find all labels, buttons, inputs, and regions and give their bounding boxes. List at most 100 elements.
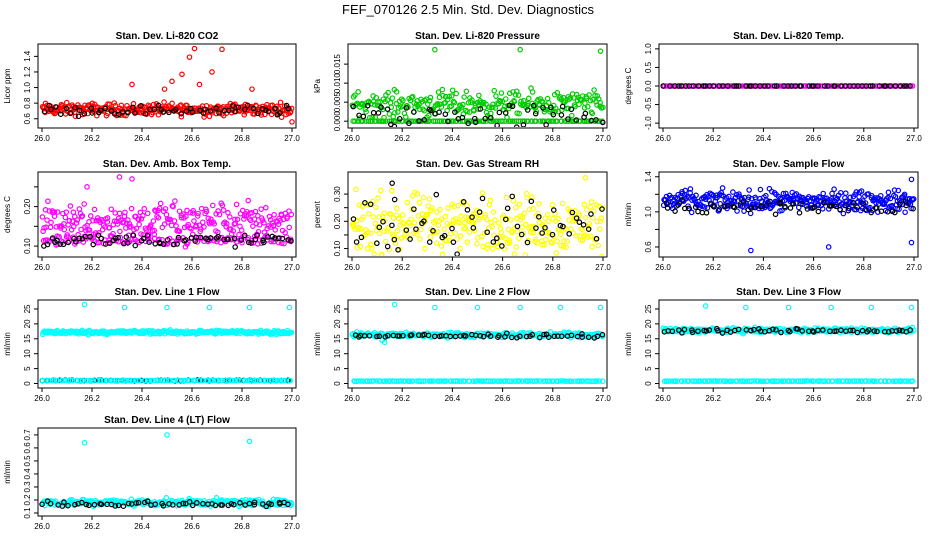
data-point [366, 332, 373, 339]
data-point [799, 328, 806, 334]
data-point [65, 502, 71, 509]
data-point [142, 111, 149, 117]
data-point [557, 304, 564, 311]
data-point [479, 195, 486, 202]
data-point [403, 227, 410, 233]
data-point [61, 226, 68, 233]
data-point [251, 216, 258, 222]
x-tick-label: 26.6 [495, 394, 511, 403]
data-point [447, 230, 454, 237]
data-point [901, 191, 908, 198]
data-point [116, 111, 122, 118]
data-point [89, 110, 95, 116]
data-point [508, 378, 515, 385]
data-point [496, 109, 503, 116]
x-tick-label: 26.2 [705, 134, 721, 143]
data-point [872, 83, 879, 89]
data-point [209, 202, 216, 209]
y-axis-label: ml/min [3, 460, 12, 484]
data-points [349, 46, 606, 127]
data-point [716, 206, 723, 213]
data-point [41, 108, 48, 115]
data-point [454, 251, 460, 256]
data-point [582, 174, 589, 181]
data-points [660, 83, 916, 89]
data-point [532, 110, 539, 117]
data-point [536, 200, 542, 207]
data-point [845, 207, 852, 214]
data-point [94, 377, 101, 384]
data-point [901, 83, 907, 89]
data-point [460, 111, 467, 117]
data-point [60, 241, 67, 248]
data-point [87, 233, 93, 240]
data-point [414, 231, 420, 237]
data-point [72, 104, 78, 111]
data-point [270, 222, 277, 229]
data-point [97, 377, 104, 384]
data-point [860, 200, 866, 207]
data-point [869, 378, 875, 384]
data-point [420, 378, 427, 384]
data-point [445, 205, 451, 211]
data-point [449, 87, 456, 94]
data-point [539, 241, 546, 248]
data-point [48, 219, 54, 226]
data-point [288, 237, 294, 244]
data-point [529, 194, 535, 200]
data-point [406, 120, 412, 127]
data-point [469, 97, 475, 103]
data-point [144, 210, 151, 217]
x-tick-label: 26.8 [545, 134, 561, 143]
data-points [39, 432, 295, 510]
data-point [545, 334, 552, 341]
plot-title: Stan. Dev. Sample Flow [733, 159, 845, 170]
data-point [216, 110, 222, 116]
data-point [514, 228, 521, 235]
data-point [279, 235, 286, 242]
data-point [258, 206, 264, 212]
data-point [195, 210, 201, 217]
data-point [798, 83, 804, 89]
data-point [452, 109, 458, 115]
data-point [796, 209, 803, 216]
data-point [492, 217, 498, 223]
data-point [230, 103, 236, 109]
data-point [374, 333, 380, 340]
data-point [591, 87, 597, 93]
data-point [663, 83, 670, 89]
data-point [491, 87, 498, 94]
data-point [582, 110, 589, 117]
x-tick-label: 26.2 [705, 394, 721, 403]
data-point [847, 327, 854, 334]
data-point [545, 218, 552, 225]
data-point [544, 95, 551, 102]
data-point [180, 500, 186, 507]
data-point [539, 230, 546, 236]
data-point [188, 226, 195, 232]
data-point [363, 109, 369, 115]
data-point [398, 378, 405, 384]
data-point [553, 250, 560, 256]
data-point [533, 225, 539, 231]
data-point [286, 304, 293, 311]
data-point [734, 208, 740, 214]
data-point [275, 105, 282, 111]
data-point [754, 83, 761, 89]
y-tick-label: 0.20 [333, 213, 342, 229]
data-point [831, 186, 837, 193]
data-point [238, 237, 245, 243]
data-point [825, 83, 831, 89]
plot-9: Stan. Dev. Line 3 Flow ml/min 26.0 26.2 26.4… [624, 287, 922, 403]
data-point [504, 205, 511, 212]
data-point [373, 204, 379, 211]
data-point [373, 94, 380, 101]
data-point [903, 202, 910, 209]
data-point [91, 101, 98, 108]
data-point [365, 229, 372, 236]
data-point [743, 304, 749, 311]
x-tick-label: 26.4 [134, 263, 150, 272]
data-point [184, 377, 191, 384]
data-point [425, 332, 432, 339]
data-point [40, 228, 46, 235]
